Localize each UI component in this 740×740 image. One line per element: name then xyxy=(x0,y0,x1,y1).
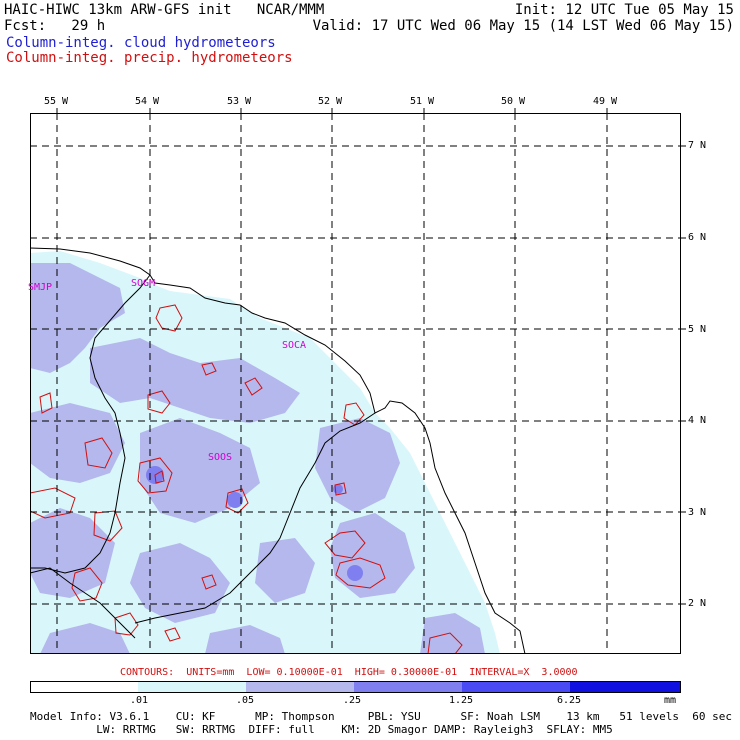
lon-label: 49 W xyxy=(593,96,618,107)
lon-label: 51 W xyxy=(410,96,435,107)
header-valid-time: Valid: 17 UTC Wed 06 May 15 (14 LST Wed … xyxy=(312,18,734,34)
color-scale-bar xyxy=(30,681,681,693)
lon-label: 50 W xyxy=(501,96,526,107)
axis-ticks xyxy=(56,108,686,605)
station-label: SOGM xyxy=(131,278,156,289)
contours-info: CONTOURS: UNITS=mm LOW= 0.10000E-01 HIGH… xyxy=(120,667,578,678)
lon-label: 54 W xyxy=(135,96,160,107)
scale-threshold-label: .05 xyxy=(236,695,255,706)
field-label-cloud: Column-integ. cloud hydrometeors xyxy=(6,35,276,51)
scale-threshold-label: 1.25 xyxy=(449,695,474,706)
station-label: SOOS xyxy=(208,452,233,463)
scale-threshold-label: .01 xyxy=(130,695,149,706)
field-label-precip: Column-integ. precip. hydrometeors xyxy=(6,50,293,66)
model-info-line2: LW: RRTMG SW: RRTMG DIFF: full KM: 2D Sm… xyxy=(30,723,613,736)
scale-threshold-label: .25 xyxy=(343,695,362,706)
map-panel xyxy=(30,113,681,654)
scale-threshold-label: 6.25 xyxy=(557,695,582,706)
lon-label: 53 W xyxy=(227,96,252,107)
lat-lon-grid xyxy=(30,113,681,654)
station-label: SMJP xyxy=(28,282,53,293)
header-init-time: Init: 12 UTC Tue 05 May 15 xyxy=(514,2,734,18)
lat-label: 4 N xyxy=(688,415,707,426)
model-info-line1: Model Info: V3.6.1 CU: KF MP: Thompson P… xyxy=(30,710,732,723)
cloud-field-medium xyxy=(30,263,485,654)
precip-contours xyxy=(30,304,463,654)
lon-label: 55 W xyxy=(44,96,69,107)
header-title: HAIC-HIWC 13km ARW-GFS init NCAR/MMM xyxy=(4,2,325,18)
lon-label: 52 W xyxy=(318,96,343,107)
lat-label: 7 N xyxy=(688,140,707,151)
lat-label: 2 N xyxy=(688,598,707,609)
station-label: SOCA xyxy=(282,340,307,351)
header-forecast-hour: Fcst: 29 h xyxy=(4,18,106,34)
lat-label: 3 N xyxy=(688,507,707,518)
coastline xyxy=(30,247,526,654)
scale-unit-label: mm xyxy=(664,695,677,706)
lat-label: 5 N xyxy=(688,324,707,335)
lat-label: 6 N xyxy=(688,232,707,243)
border-lines xyxy=(30,274,376,639)
